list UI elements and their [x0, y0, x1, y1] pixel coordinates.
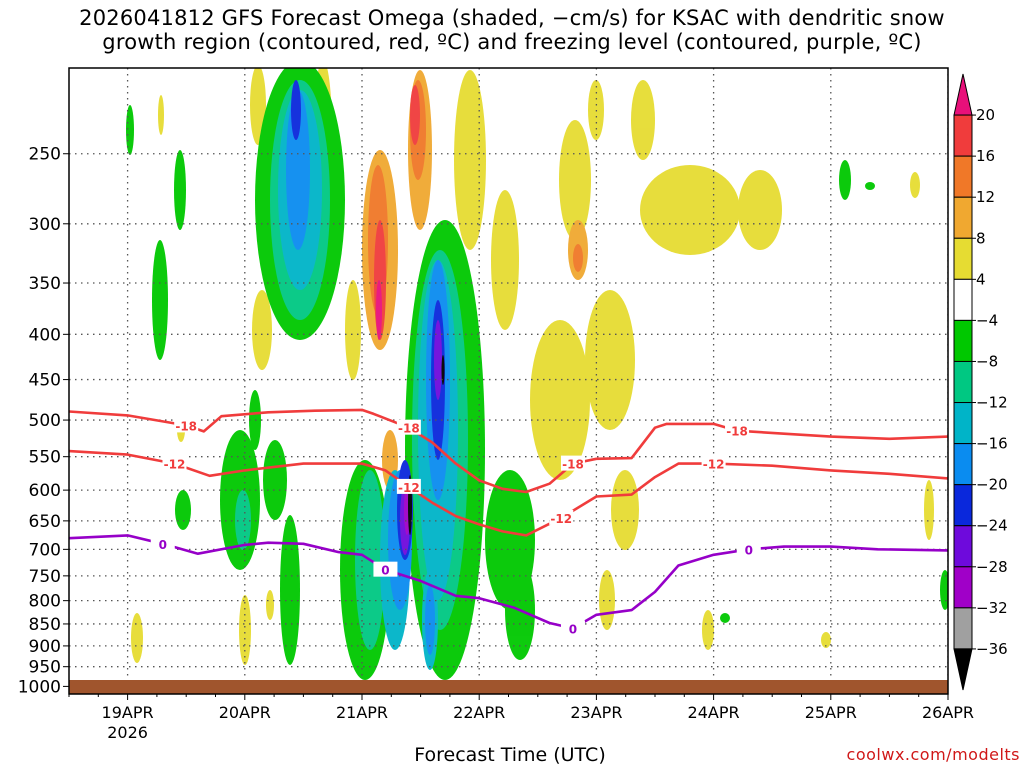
contour-label-bg: [560, 455, 585, 471]
colorbar-label: −8: [976, 352, 998, 370]
colorbar-legend: 20 16 12 8 4 −4 −8 −12 −16 −20 −24 −28 −32 −36: [953, 73, 1008, 691]
terrain-strip: [69, 680, 948, 694]
chart-title-line-2: growth region (contoured, red, ºC) and f…: [102, 30, 922, 54]
colorbar-label: −32: [976, 599, 1008, 617]
colorbar-label: −36: [976, 640, 1008, 658]
contour-label: 0: [569, 622, 577, 636]
y-tick-label: 250: [29, 145, 61, 165]
x-tick-label: 22APR: [453, 703, 505, 722]
contour-label: 0: [159, 538, 167, 552]
y-tick-label: 800: [29, 592, 61, 612]
x-tick-label: 21APR: [336, 703, 388, 722]
colorbar-swatch: [953, 155, 973, 198]
contour-label-bg: [725, 422, 750, 438]
colorbar-swatch: [953, 196, 973, 239]
colorbar-label: 12: [976, 188, 995, 206]
colorbar-swatch: [953, 237, 973, 280]
colorbar-swatch: [953, 525, 973, 568]
y-tick-label: 300: [29, 215, 61, 235]
y-tick-label: 400: [29, 325, 61, 345]
contour-label-bg: [396, 419, 421, 435]
colorbar-label: −28: [976, 558, 1008, 576]
contour-label-bg: [174, 417, 199, 433]
contour-label-bg: [701, 455, 726, 471]
y-tick-label: 750: [29, 567, 61, 587]
contour-label: -18: [726, 425, 748, 439]
colorbar-label: 16: [976, 147, 995, 165]
y-tick-label: 700: [29, 540, 61, 560]
contour-label-bg: [396, 478, 421, 494]
colorbar-bottom-arrow: [953, 648, 973, 691]
contour-label: -18: [175, 419, 197, 433]
colorbar-label: −12: [976, 394, 1008, 412]
colorbar-label: 8: [976, 229, 986, 247]
y-tick-label: 850: [29, 615, 61, 635]
colorbar-swatch: [953, 360, 973, 404]
contour-label-bg: [162, 455, 187, 471]
colorbar-swatch: [953, 114, 973, 157]
contour-label: -18: [562, 458, 584, 472]
y-tick-label: 900: [29, 637, 61, 657]
contour-label: -12: [703, 458, 725, 472]
x-tick-label: 23APR: [570, 703, 622, 722]
colorbar-swatch: [953, 566, 973, 609]
y-tick-label: 450: [29, 371, 61, 391]
omega-shading: [126, 68, 948, 680]
colorbar-swatch: [953, 402, 973, 445]
colorbar-label: 20: [976, 106, 995, 124]
colorbar-label: −4: [976, 311, 998, 329]
y-tick-label: 550: [29, 448, 61, 468]
colorbar-label: 4: [976, 270, 986, 288]
x-tick-label: 26APR: [922, 703, 974, 722]
y-tick-label: 950: [29, 658, 61, 678]
colorbar-swatch: [953, 278, 973, 321]
contour-label-bg: [560, 620, 585, 636]
colorbar-swatch: [953, 443, 973, 486]
x-tick-sublabel: 2026: [107, 723, 148, 742]
colorbar-swatch: [953, 484, 973, 527]
contour-label: -18: [398, 422, 420, 436]
contour-label-bg: [373, 561, 398, 577]
temperature-contours: -18 -18 -18 -18 -12 -12 -12 -12 0 0 0 0: [69, 408, 948, 636]
x-tick-label: 25APR: [805, 703, 857, 722]
y-tick-label: 1000: [18, 677, 61, 697]
colorbar-top-arrow: [953, 73, 973, 116]
y-tick-label: 500: [29, 411, 61, 431]
colorbar-label: −24: [976, 517, 1008, 535]
contour-label: -12: [550, 512, 572, 526]
contour-label-bg: [549, 509, 574, 525]
colorbar-label: −16: [976, 435, 1008, 453]
colorbar-swatch: [953, 319, 973, 362]
contour-label: -12: [164, 458, 186, 472]
contour-label-bg: [736, 541, 761, 557]
source-credit: coolwx.com/modelts: [846, 745, 1020, 764]
contour-label: -12: [398, 481, 420, 495]
y-axis: 2503003504004505005506006507007508008509…: [18, 145, 69, 697]
contour-label-bg: [150, 535, 175, 551]
colorbar-label: −20: [976, 476, 1008, 494]
colorbar-swatch: [953, 607, 973, 650]
contour-label: 0: [381, 564, 389, 578]
x-tick-label: 19APR: [102, 703, 154, 722]
chart-title: 2026041812 GFS Forecast Omega (shaded, −…: [0, 6, 1024, 54]
x-tick-label: 24APR: [688, 703, 740, 722]
y-tick-label: 350: [29, 274, 61, 294]
x-axis-label: Forecast Time (UTC): [414, 744, 606, 766]
contour-label: 0: [745, 543, 753, 557]
y-tick-label: 600: [29, 481, 61, 501]
x-tick-label: 20APR: [219, 703, 271, 722]
chart-title-line-1: 2026041812 GFS Forecast Omega (shaded, −…: [79, 6, 945, 30]
y-tick-label: 650: [29, 512, 61, 532]
